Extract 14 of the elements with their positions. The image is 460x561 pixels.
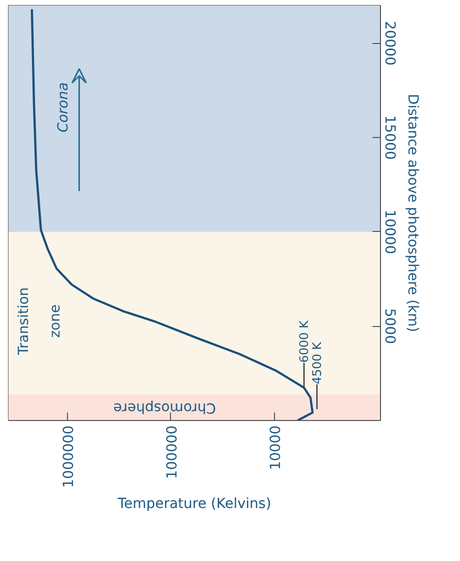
annotation: 6000 K: [297, 319, 312, 363]
annotation: 4500 K: [310, 340, 324, 384]
y-tick-label: 5000: [382, 308, 398, 344]
x-axis-title: Temperature (Kelvins): [116, 496, 272, 512]
x-tick-label: 1000000: [60, 425, 77, 488]
band-label: Chromosphere: [113, 399, 216, 416]
band-label: Transition zone: [16, 287, 64, 356]
band-label: Corona: [56, 82, 72, 132]
x-tick-label: 100000: [164, 425, 180, 479]
y-tick-label: 20000: [382, 20, 398, 66]
x-tick-label: 10000: [268, 425, 284, 470]
y-tick-label: 10000: [382, 210, 398, 254]
y-tick-label: 15000: [382, 115, 398, 160]
y-axis-title: Distance above photosphere (km): [404, 94, 420, 332]
